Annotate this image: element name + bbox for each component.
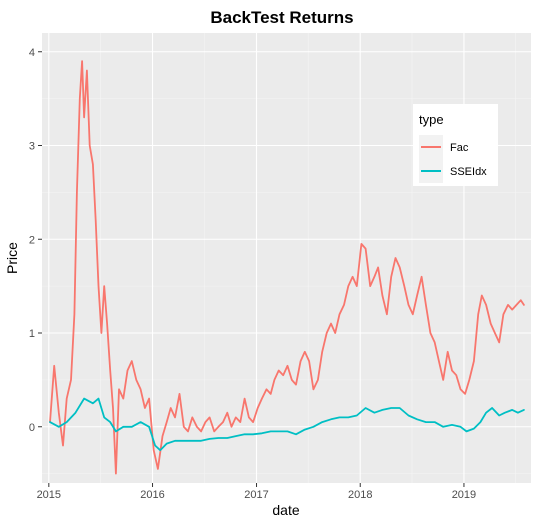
legend-label-sseidx: SSEIdx: [450, 166, 487, 178]
legend: type Fac SSEIdx: [413, 104, 498, 186]
series-layer: [49, 60, 525, 475]
x-tick-label: 2018: [348, 489, 372, 501]
x-tick-label: 2019: [452, 489, 476, 501]
x-tick-label: 2017: [244, 489, 268, 501]
x-tick-label: 2015: [37, 489, 61, 501]
legend-label-fac: Fac: [450, 142, 469, 154]
minor-gridlines: [42, 33, 531, 483]
y-tick-label: 0: [29, 422, 35, 434]
legend-title: type: [419, 112, 444, 127]
chart-title: BackTest Returns: [210, 8, 353, 27]
x-axis-title: date: [272, 502, 299, 518]
y-tick-label: 3: [29, 141, 35, 153]
x-tick-label: 2016: [140, 489, 164, 501]
plot-panel: [42, 33, 531, 483]
y-axis-title: Price: [4, 242, 20, 274]
series-line-fac: [49, 60, 525, 475]
series-line-sseidx: [49, 397, 525, 452]
y-tick-label: 4: [29, 47, 35, 59]
y-tick-label: 1: [29, 328, 35, 340]
y-axis: 0 1 2 3 4: [29, 47, 42, 434]
y-tick-label: 2: [29, 234, 35, 246]
x-axis: 2015 2016 2017 2018 2019: [37, 483, 476, 501]
